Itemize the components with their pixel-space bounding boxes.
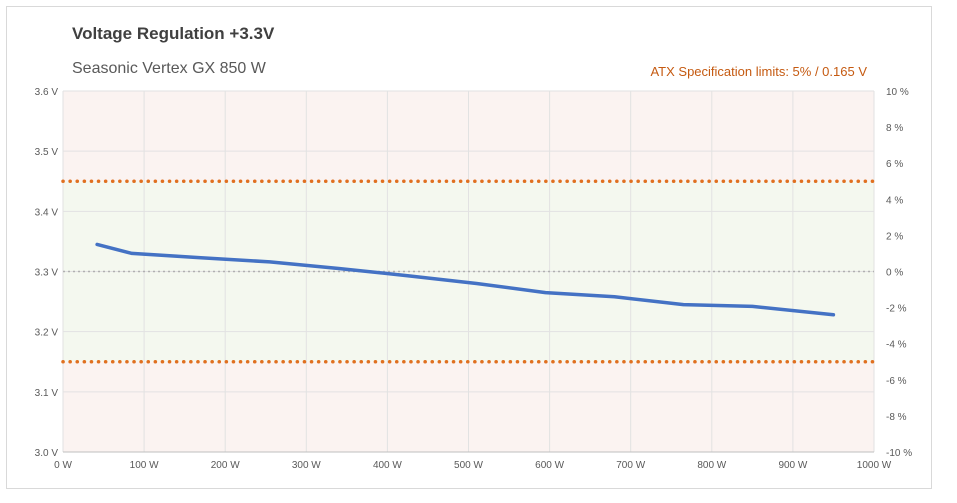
y2-tick-label: -4 % [886, 340, 907, 351]
y2-tick-label: 0 % [886, 268, 903, 279]
y-tick-label: 3.6 V [35, 87, 59, 98]
x-tick-label: 900 W [778, 460, 807, 471]
x-tick-label: 400 W [373, 460, 402, 471]
y2-tick-label: 2 % [886, 231, 903, 242]
x-tick-label: 0 W [54, 460, 72, 471]
y-tick-label: 3.1 V [35, 388, 59, 399]
y-tick-label: 3.5 V [35, 147, 59, 158]
spec-limits-note: ATX Specification limits: 5% / 0.165 V [650, 64, 867, 79]
x-tick-label: 100 W [130, 460, 159, 471]
y-tick-label: 3.4 V [35, 207, 59, 218]
y2-tick-label: -2 % [886, 304, 907, 315]
y2-tick-label: 8 % [886, 123, 903, 134]
y-tick-label: 3.3 V [35, 268, 59, 279]
x-tick-label: 500 W [454, 460, 483, 471]
x-tick-label: 1000 W [857, 460, 892, 471]
y-tick-label: 3.0 V [35, 448, 59, 459]
y2-tick-label: -10 % [886, 448, 912, 459]
chart-title: Voltage Regulation +3.3V [72, 24, 275, 43]
voltage-series-line [95, 242, 836, 317]
x-tick-label: 800 W [697, 460, 726, 471]
chart-subtitle: Seasonic Vertex GX 850 W [72, 60, 266, 77]
y2-tick-label: 10 % [886, 87, 909, 98]
x-tick-label: 200 W [211, 460, 240, 471]
y2-tick-label: -6 % [886, 376, 907, 387]
y2-tick-label: 6 % [886, 159, 903, 170]
x-tick-label: 700 W [616, 460, 645, 471]
y2-tick-label: -8 % [886, 412, 907, 423]
x-tick-label: 600 W [535, 460, 564, 471]
x-tick-label: 300 W [292, 460, 321, 471]
y-tick-label: 3.2 V [35, 328, 59, 339]
y2-tick-label: 4 % [886, 195, 903, 206]
